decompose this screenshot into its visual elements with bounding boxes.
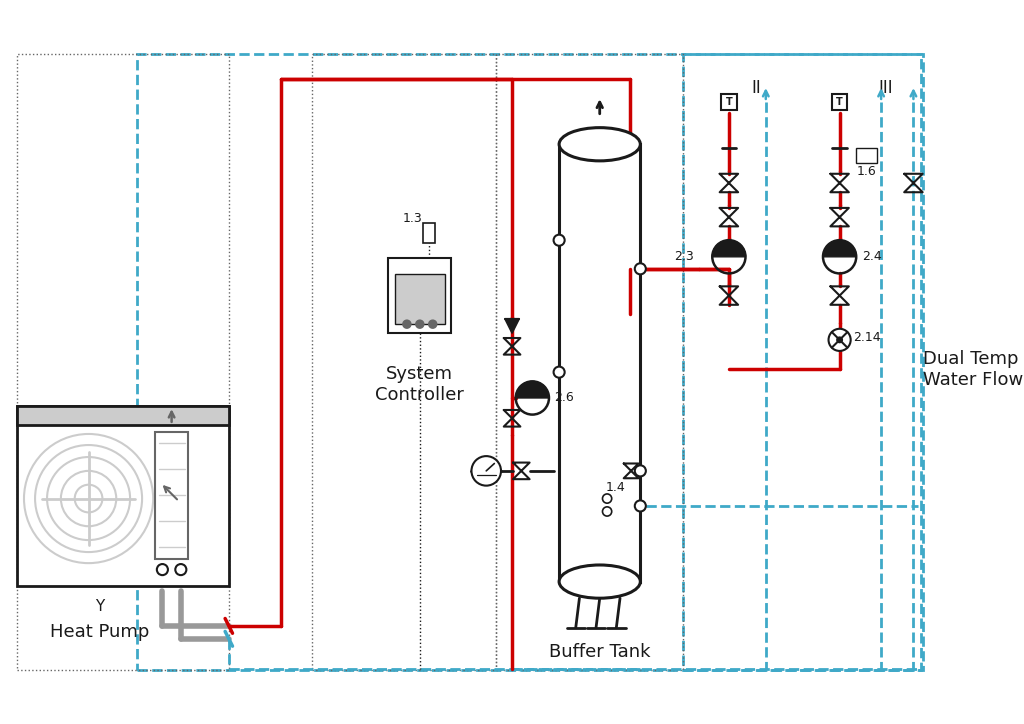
Circle shape: [471, 456, 501, 486]
Circle shape: [602, 494, 611, 503]
Text: Heat Pump: Heat Pump: [50, 623, 150, 641]
Text: II: II: [752, 79, 762, 97]
Bar: [155, 432, 188, 558]
Bar: [721, 94, 736, 109]
Text: 1.3: 1.3: [402, 211, 422, 224]
Bar: [16, 54, 228, 670]
Bar: [683, 54, 921, 670]
Text: 1.4: 1.4: [605, 481, 625, 494]
Text: 2.3: 2.3: [674, 251, 694, 264]
Text: System
Controller: System Controller: [376, 365, 464, 403]
Circle shape: [602, 507, 611, 516]
Circle shape: [635, 466, 646, 476]
Text: III: III: [879, 79, 893, 97]
Bar: [559, 144, 640, 581]
Text: 2.4: 2.4: [862, 251, 882, 264]
Circle shape: [554, 366, 564, 378]
Bar: [856, 148, 877, 163]
Ellipse shape: [559, 127, 640, 161]
Bar: [423, 223, 435, 243]
Bar: [136, 54, 923, 670]
Circle shape: [828, 329, 851, 351]
Text: Dual Temp
Water Flow: Dual Temp Water Flow: [923, 350, 1023, 389]
Bar: [831, 94, 847, 109]
Text: 1.6: 1.6: [856, 164, 876, 177]
Circle shape: [157, 564, 168, 575]
Text: Y: Y: [95, 599, 104, 614]
Circle shape: [175, 564, 186, 575]
Bar: [395, 274, 444, 324]
Bar: [312, 54, 497, 670]
Bar: [497, 54, 683, 670]
Circle shape: [554, 235, 564, 245]
Circle shape: [429, 321, 436, 328]
Wedge shape: [713, 240, 745, 257]
Text: T: T: [837, 97, 843, 107]
Bar: [16, 406, 228, 425]
Circle shape: [837, 337, 843, 342]
Text: Buffer Tank: Buffer Tank: [549, 643, 650, 661]
Text: 2.6: 2.6: [555, 392, 574, 405]
Text: T: T: [726, 97, 732, 107]
Bar: [16, 406, 228, 586]
Circle shape: [635, 500, 646, 511]
Wedge shape: [516, 382, 549, 398]
Circle shape: [416, 321, 424, 328]
Wedge shape: [823, 240, 856, 257]
Circle shape: [403, 321, 411, 328]
Text: 2.14: 2.14: [853, 331, 881, 344]
Ellipse shape: [559, 565, 640, 598]
Polygon shape: [505, 319, 519, 333]
Bar: [388, 258, 452, 333]
Circle shape: [635, 264, 646, 274]
